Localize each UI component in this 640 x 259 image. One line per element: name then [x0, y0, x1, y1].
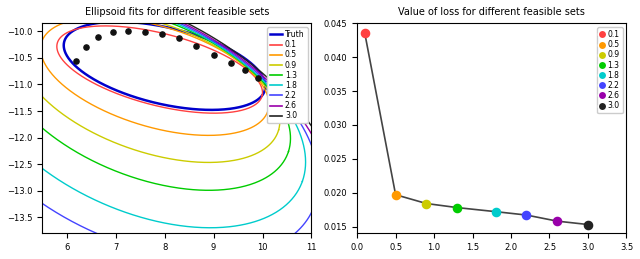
Point [93, 34, 104, 39]
Point [490, 210, 500, 214]
Point [390, 193, 401, 197]
Point [108, 30, 118, 34]
Point [140, 30, 150, 34]
Point [552, 219, 563, 223]
Point [583, 222, 593, 227]
Title: Value of loss for different feasible sets: Value of loss for different feasible set… [398, 7, 585, 17]
Point [225, 61, 236, 65]
Point [360, 31, 370, 35]
Legend: Truth, 0.1, 0.5, 0.9, 1.3, 1.8, 2.2, 2.6, 3.0: Truth, 0.1, 0.5, 0.9, 1.3, 1.8, 2.2, 2.6… [268, 27, 308, 123]
Point [157, 32, 167, 36]
Point [81, 45, 92, 49]
Point [522, 213, 532, 217]
Title: Ellipsoid fits for different feasible sets: Ellipsoid fits for different feasible se… [84, 7, 269, 17]
Legend: 0.1, 0.5, 0.9, 1.3, 1.8, 2.2, 2.6, 3.0: 0.1, 0.5, 0.9, 1.3, 1.8, 2.2, 2.6, 3.0 [598, 27, 623, 113]
Point [191, 44, 202, 48]
Point [209, 53, 219, 57]
Point [71, 59, 81, 63]
Point [123, 29, 133, 33]
Point [421, 202, 431, 206]
Point [174, 36, 184, 40]
Point [253, 75, 263, 80]
Point [452, 205, 462, 210]
Point [240, 68, 250, 72]
